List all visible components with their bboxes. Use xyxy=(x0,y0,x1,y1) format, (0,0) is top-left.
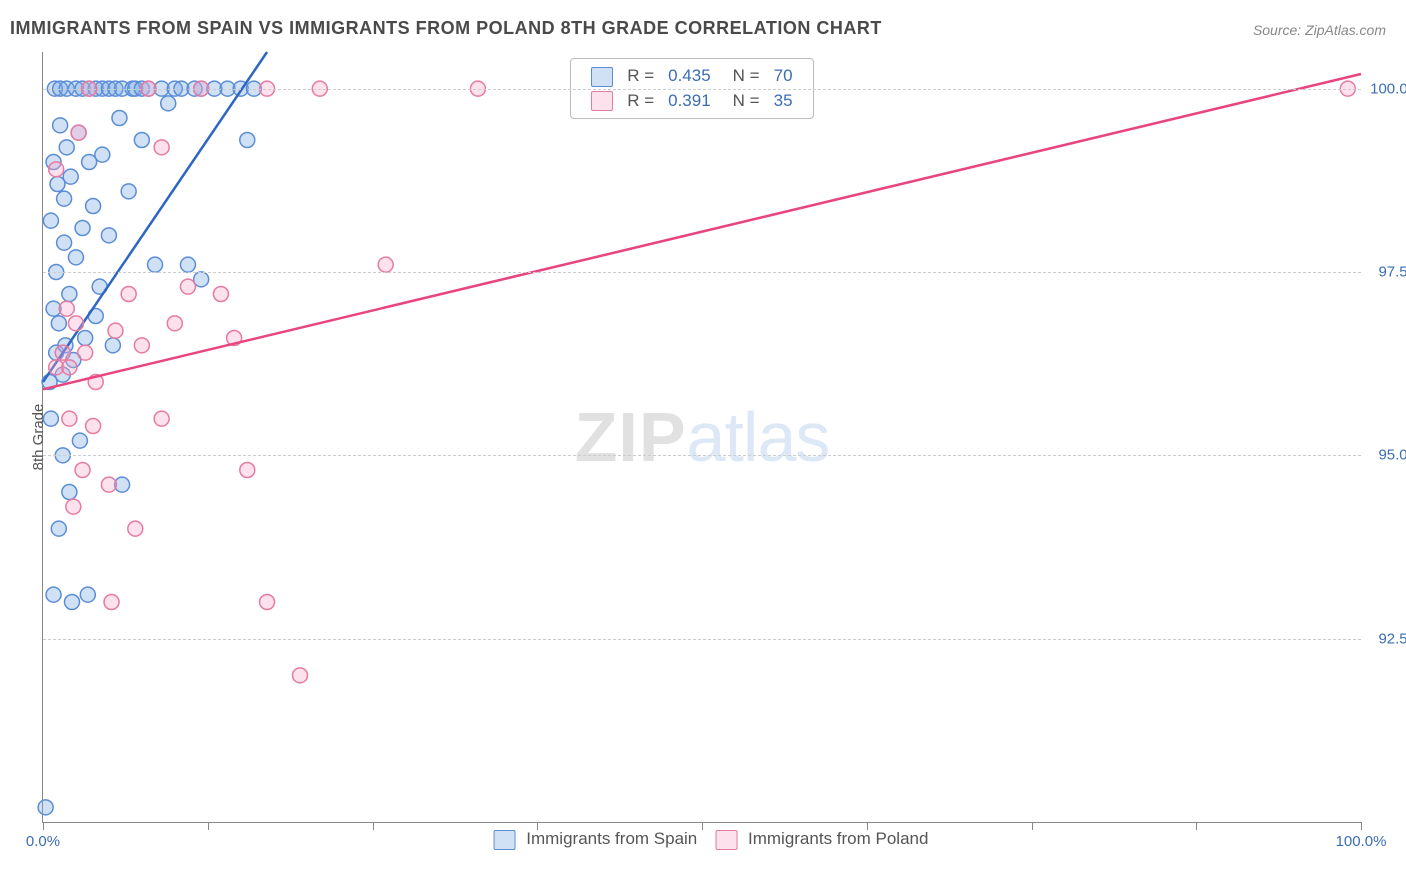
data-point xyxy=(148,257,163,272)
y-tick-label: 97.5% xyxy=(1366,264,1406,281)
gridline xyxy=(43,89,1361,90)
legend-row: R =0.435N =70 xyxy=(585,65,798,88)
data-point xyxy=(240,463,255,478)
gridline xyxy=(43,272,1361,273)
data-point xyxy=(105,338,120,353)
data-point xyxy=(43,213,58,228)
data-point xyxy=(57,235,72,250)
data-point xyxy=(38,800,53,815)
y-tick-label: 95.0% xyxy=(1366,447,1406,464)
y-tick-label: 100.0% xyxy=(1366,80,1406,97)
gridline xyxy=(43,455,1361,456)
data-point xyxy=(68,316,83,331)
data-point xyxy=(86,199,101,214)
data-point xyxy=(59,140,74,155)
data-point xyxy=(167,316,182,331)
data-point xyxy=(78,345,93,360)
data-point xyxy=(66,499,81,514)
x-tick xyxy=(43,822,44,830)
x-tick xyxy=(208,822,209,830)
legend-row: R =0.391N =35 xyxy=(585,90,798,113)
data-point xyxy=(51,521,66,536)
data-point xyxy=(62,287,77,302)
x-tick-label: 0.0% xyxy=(26,833,60,850)
data-point xyxy=(213,287,228,302)
data-point xyxy=(62,411,77,426)
data-point xyxy=(71,125,86,140)
data-point xyxy=(134,338,149,353)
data-point xyxy=(49,162,64,177)
series-legend: Immigrants from Spain Immigrants from Po… xyxy=(476,829,929,850)
data-point xyxy=(104,595,119,610)
data-point xyxy=(68,250,83,265)
x-tick xyxy=(867,822,868,830)
data-point xyxy=(240,133,255,148)
data-point xyxy=(260,595,275,610)
data-point xyxy=(59,301,74,316)
x-tick xyxy=(702,822,703,830)
data-point xyxy=(43,411,58,426)
legend-swatch xyxy=(715,830,737,850)
data-point xyxy=(134,133,149,148)
data-point xyxy=(378,257,393,272)
data-point xyxy=(86,419,101,434)
x-tick-label: 100.0% xyxy=(1336,833,1387,850)
data-point xyxy=(128,521,143,536)
x-tick xyxy=(373,822,374,830)
data-point xyxy=(154,411,169,426)
data-point xyxy=(51,316,66,331)
source-label: Source: ZipAtlas.com xyxy=(1253,22,1386,38)
data-point xyxy=(75,463,90,478)
chart-title: IMMIGRANTS FROM SPAIN VS IMMIGRANTS FROM… xyxy=(10,18,882,39)
legend-swatch xyxy=(494,830,516,850)
x-tick xyxy=(1196,822,1197,830)
gridline xyxy=(43,639,1361,640)
data-point xyxy=(293,668,308,683)
x-tick xyxy=(537,822,538,830)
data-point xyxy=(108,323,123,338)
data-point xyxy=(75,221,90,236)
data-point xyxy=(80,587,95,602)
data-point xyxy=(180,279,195,294)
legend-label: Immigrants from Poland xyxy=(743,829,928,848)
data-point xyxy=(64,595,79,610)
data-point xyxy=(78,331,93,346)
data-point xyxy=(63,169,78,184)
data-point xyxy=(62,360,77,375)
y-tick-label: 92.5% xyxy=(1366,630,1406,647)
data-point xyxy=(46,587,61,602)
data-point xyxy=(57,191,72,206)
data-point xyxy=(55,345,70,360)
data-point xyxy=(62,485,77,500)
data-point xyxy=(121,287,136,302)
data-point xyxy=(180,257,195,272)
data-point xyxy=(112,111,127,126)
legend-label: Immigrants from Spain xyxy=(522,829,698,848)
regression-line xyxy=(43,74,1361,389)
data-point xyxy=(101,228,116,243)
plot-svg xyxy=(43,52,1361,822)
data-point xyxy=(53,118,68,133)
data-point xyxy=(161,96,176,111)
plot-area: 8th Grade R =0.435N =70R =0.391N =35 Imm… xyxy=(42,52,1361,823)
data-point xyxy=(72,433,87,448)
x-tick xyxy=(1032,822,1033,830)
data-point xyxy=(121,184,136,199)
data-point xyxy=(101,477,116,492)
data-point xyxy=(154,140,169,155)
x-tick xyxy=(1361,822,1362,830)
data-point xyxy=(95,147,110,162)
